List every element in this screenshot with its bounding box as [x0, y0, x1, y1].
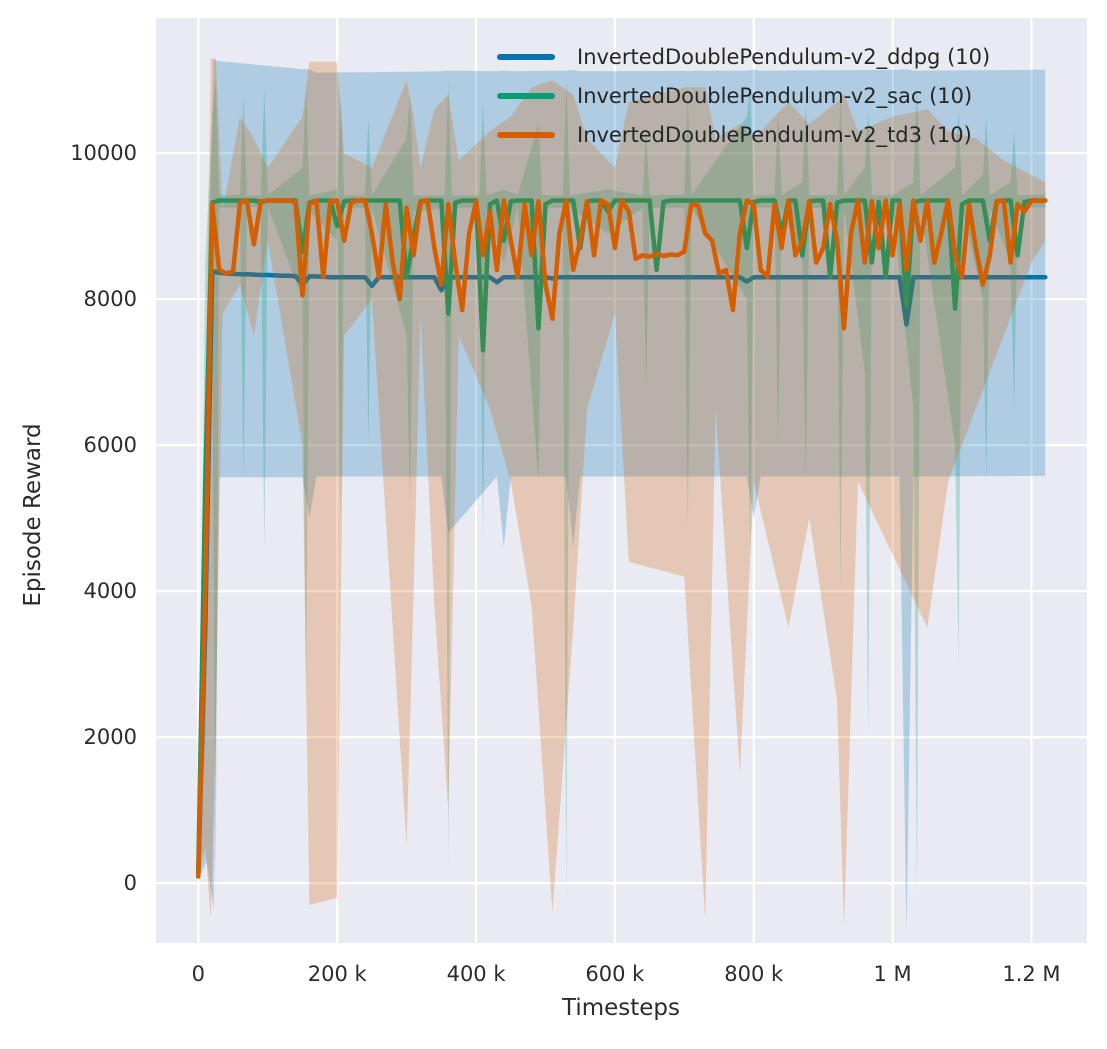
ci-band-sac [198, 80, 1046, 906]
y-axis-label: Episode Reward [20, 423, 46, 607]
legend-label-sac: InvertedDoublePendulum-v2_sac (10) [577, 83, 973, 108]
legend-item-sac: InvertedDoublePendulum-v2_sac (10) [497, 76, 990, 115]
plot-area [156, 18, 1087, 943]
y-tick-label: 8000 [83, 287, 137, 312]
x-tick-label: 1.2 M [1002, 962, 1061, 986]
legend-item-td3: InvertedDoublePendulum-v2_td3 (10) [497, 115, 990, 154]
x-tick-label: 0 [191, 962, 206, 986]
legend: InvertedDoublePendulum-v2_ddpg (10) Inver… [497, 37, 990, 154]
legend-swatch-sac [497, 92, 555, 99]
series-line-td3 [196, 198, 1048, 879]
legend-label-td3: InvertedDoublePendulum-v2_td3 (10) [577, 122, 972, 147]
x-tick-label: 800 k [724, 962, 784, 986]
ci-band-td3 [198, 58, 1046, 927]
grid-lines [156, 18, 1087, 943]
y-tick-label: 0 [123, 871, 137, 896]
series-line-ddpg [196, 269, 1048, 876]
y-tick-label: 4000 [83, 579, 137, 604]
x-tick-label: 600 k [585, 962, 645, 986]
legend-label-ddpg: InvertedDoublePendulum-v2_ddpg (10) [577, 44, 991, 69]
y-tick-label: 10000 [70, 141, 137, 166]
x-tick-label: 200 k [307, 962, 367, 986]
x-tick-label: 400 k [446, 962, 506, 986]
y-tick-label: 2000 [83, 725, 137, 750]
x-axis-label: Timesteps [561, 995, 681, 1021]
series-group [196, 58, 1048, 935]
legend-swatch-ddpg [497, 53, 555, 60]
legend-swatch-td3 [497, 131, 555, 138]
y-tick-label: 6000 [83, 433, 137, 458]
x-tick-label: 1 M [873, 962, 912, 986]
legend-item-ddpg: InvertedDoublePendulum-v2_ddpg (10) [497, 37, 990, 76]
